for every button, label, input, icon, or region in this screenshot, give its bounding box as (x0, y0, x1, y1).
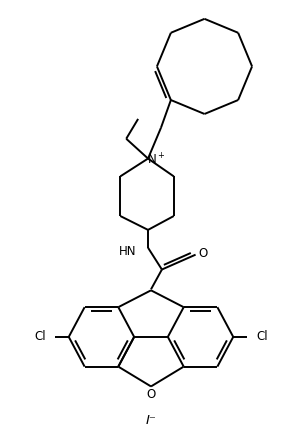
Text: O: O (146, 388, 156, 401)
Text: N$^+$: N$^+$ (147, 152, 165, 167)
Text: HN: HN (119, 245, 136, 258)
Text: I⁻: I⁻ (146, 414, 156, 426)
Text: Cl: Cl (34, 330, 46, 344)
Text: Cl: Cl (256, 330, 268, 344)
Text: O: O (198, 247, 207, 260)
